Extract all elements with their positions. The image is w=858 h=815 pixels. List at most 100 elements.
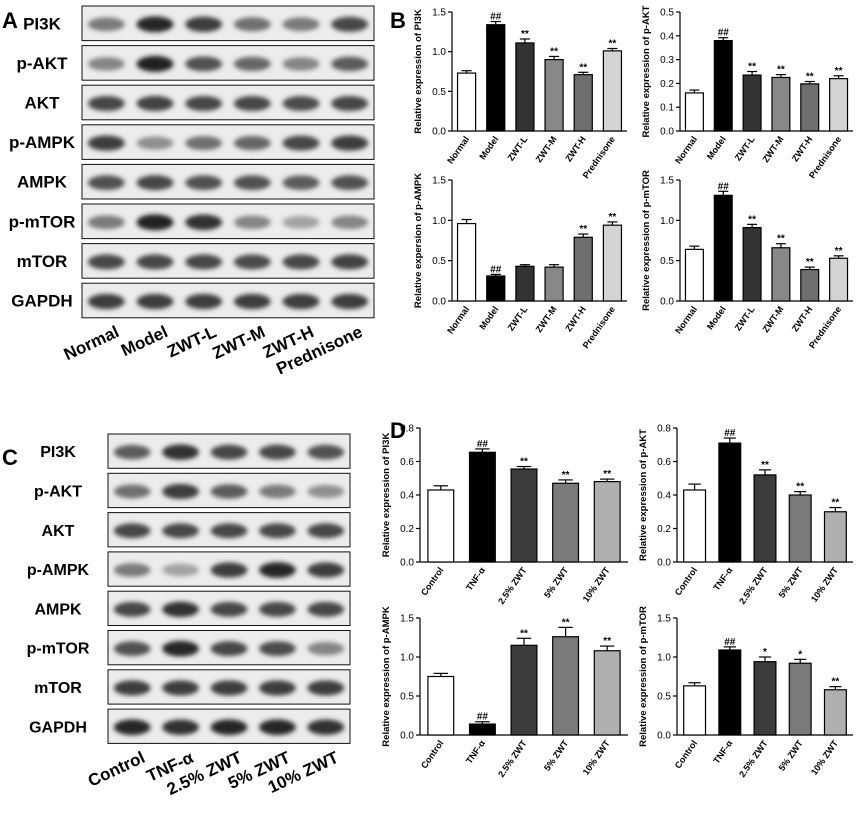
bar-10-zwt bbox=[823, 511, 847, 563]
significance-label: ** bbox=[521, 29, 529, 40]
y-tick-label: 0.0 bbox=[432, 127, 446, 138]
blot-band bbox=[282, 175, 320, 190]
blot-band bbox=[162, 601, 199, 618]
bar-control bbox=[427, 675, 455, 736]
bar-prednisone bbox=[602, 224, 623, 302]
blot-band bbox=[282, 135, 320, 151]
bar-control bbox=[683, 685, 707, 736]
blot-band bbox=[233, 215, 271, 230]
lane-label-model: Model bbox=[118, 322, 171, 360]
x-tick-label-zwt-h: ZWT-H bbox=[563, 134, 588, 163]
blot-row-mtor: mTOR bbox=[34, 669, 351, 705]
blot-band bbox=[331, 95, 369, 112]
significance-label: ## bbox=[477, 712, 489, 723]
blot-band bbox=[162, 523, 199, 539]
blot-band bbox=[113, 563, 151, 577]
x-tick-label-tnf: TNF-α bbox=[711, 565, 734, 592]
y-tick-label: 0.5 bbox=[432, 87, 446, 98]
y-tick-label: 0.4 bbox=[657, 491, 671, 502]
panel-letter-c: C bbox=[2, 445, 18, 470]
blot-band bbox=[331, 175, 369, 191]
significance-label: ** bbox=[832, 677, 840, 688]
blot-band bbox=[87, 175, 125, 191]
blot-band bbox=[259, 444, 296, 460]
significance-label: * bbox=[763, 647, 767, 658]
significance-label: ** bbox=[550, 46, 558, 57]
x-tick-label-5-zwt: 5% ZWT bbox=[542, 738, 571, 773]
blot-band bbox=[136, 175, 174, 191]
blot-strip bbox=[81, 163, 375, 200]
blot-band bbox=[282, 57, 320, 71]
blot-label: p-AKT bbox=[17, 54, 69, 73]
blot-band bbox=[185, 136, 223, 151]
y-tick-label: 0.5 bbox=[400, 692, 414, 703]
x-tick-label-control: Control bbox=[673, 738, 700, 770]
x-tick-label-model: Model bbox=[705, 304, 728, 331]
y-tick-label: 0.1 bbox=[660, 103, 674, 114]
blot-band bbox=[113, 523, 151, 539]
significance-label: * bbox=[798, 649, 802, 660]
blot-label: GAPDH bbox=[29, 719, 87, 736]
blot-row-p-ampk: p-AMPK bbox=[27, 551, 351, 587]
y-tick-label: 1.0 bbox=[432, 47, 446, 58]
blot-label: AMPK bbox=[34, 601, 82, 618]
y-tick-label: 1.0 bbox=[432, 216, 446, 227]
blot-band bbox=[136, 293, 174, 310]
significance-label: ## bbox=[724, 637, 736, 648]
blot-strip bbox=[81, 282, 375, 319]
blot-band bbox=[162, 444, 199, 460]
y-axis-label: Relative expression of p-AMPK bbox=[381, 606, 392, 747]
blot-band bbox=[233, 293, 271, 310]
blot-band bbox=[162, 563, 199, 577]
significance-label: ** bbox=[832, 498, 840, 509]
significance-label: ** bbox=[777, 234, 785, 245]
significance-label: ## bbox=[718, 28, 730, 39]
blot-band bbox=[259, 719, 296, 736]
lane-label-normal: Normal bbox=[61, 322, 122, 364]
bar-2-5-zwt bbox=[510, 644, 538, 736]
y-tick-label: 0.0 bbox=[400, 558, 414, 569]
bar-5-zwt bbox=[788, 662, 812, 736]
significance-label: ** bbox=[562, 470, 570, 481]
y-tick-label: 1.0 bbox=[660, 216, 674, 227]
bar-zwt-m bbox=[771, 247, 791, 302]
x-tick-label-2-5-zwt: 2.5% ZWT bbox=[737, 565, 770, 606]
y-tick-label: 0.0 bbox=[660, 297, 674, 308]
bar-control bbox=[683, 489, 707, 563]
blot-band bbox=[307, 680, 345, 696]
bar-chart-p-ampk-b: 0.0 0.5 1.0 1.5 Relative expersion of p-AMPK… bbox=[413, 173, 627, 350]
y-tick-label: 0.2 bbox=[657, 524, 671, 535]
blot-label: p-AMPK bbox=[9, 133, 76, 152]
y-tick-label: 0.5 bbox=[660, 8, 674, 19]
western-blot-panel-c: PI3K p-AKT AKT p-AMPK AMPK p-mTOR mTOR GAPDH Con… bbox=[27, 433, 351, 799]
y-tick-label: 0.6 bbox=[657, 457, 671, 468]
blot-band bbox=[185, 175, 223, 191]
blot-band bbox=[307, 641, 345, 656]
blot-band bbox=[87, 95, 125, 112]
blot-band bbox=[87, 293, 125, 310]
x-tick-label-2-5-zwt: 2.5% ZWT bbox=[496, 738, 529, 779]
blot-label: p-AMPK bbox=[27, 562, 90, 579]
significance-label: ** bbox=[609, 38, 617, 49]
significance-label: ** bbox=[806, 257, 814, 268]
x-tick-label-10-zwt: 10% ZWT bbox=[809, 565, 840, 604]
significance-label: ** bbox=[579, 224, 587, 235]
x-tick-label-zwt-l: ZWT-L bbox=[733, 304, 757, 333]
blot-band bbox=[185, 254, 223, 270]
blot-band bbox=[307, 719, 345, 735]
blot-band bbox=[210, 601, 248, 617]
significance-label: ## bbox=[490, 12, 502, 23]
bar-zwt-l bbox=[742, 74, 762, 132]
panel-letter-b: B bbox=[390, 8, 406, 33]
blot-band bbox=[87, 17, 125, 32]
blot-label: mTOR bbox=[17, 252, 68, 271]
significance-label: ** bbox=[806, 71, 814, 82]
y-axis-label: Relative expression of PI3K bbox=[413, 9, 424, 134]
blot-row-p-mtor: p-mTOR bbox=[9, 203, 375, 240]
blot-band bbox=[233, 95, 271, 112]
y-tick-label: 0.0 bbox=[432, 297, 446, 308]
bar-tnf bbox=[718, 649, 742, 736]
blot-band bbox=[307, 523, 345, 539]
bar-2-5-zwt bbox=[510, 468, 538, 563]
